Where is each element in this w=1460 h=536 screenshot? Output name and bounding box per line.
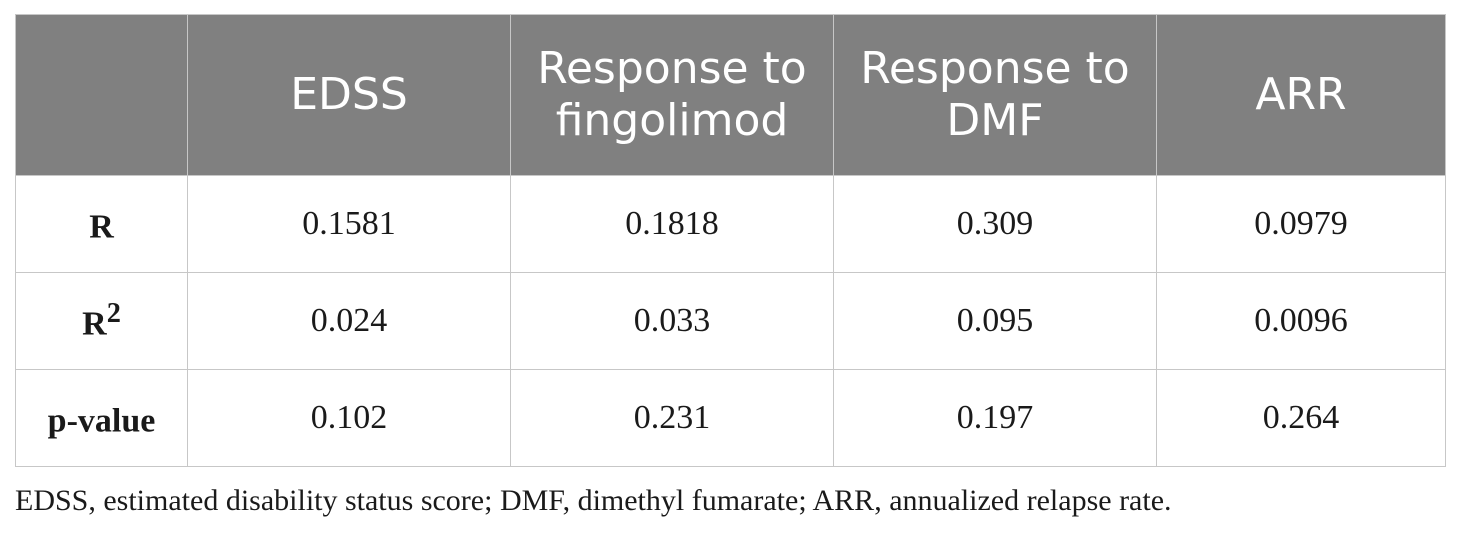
results-table-container: EDSS Response to fingolimod Response to … (15, 14, 1446, 467)
header-cell-empty (15, 14, 188, 176)
table-footnote: EDSS, estimated disability status score;… (15, 484, 1172, 517)
correlation-table: EDSS Response to fingolimod Response to … (15, 14, 1446, 467)
table-cell: 0.309 (833, 175, 1157, 273)
table-row: p-value 0.102 0.231 0.197 0.264 (15, 369, 1446, 467)
header-cell-fingolimod: Response to fingolimod (510, 14, 834, 176)
table-cell: 0.102 (187, 369, 511, 467)
superscript-2: 2 (106, 298, 121, 330)
row-label-r: R (15, 175, 188, 273)
table-row: R2 0.024 0.033 0.095 0.0096 (15, 272, 1446, 370)
row-label-r-squared: R2 (15, 272, 188, 370)
header-cell-edss: EDSS (187, 14, 511, 176)
row-label-p-value: p-value (15, 369, 188, 467)
table-cell: 0.264 (1156, 369, 1446, 467)
table-row: R 0.1581 0.1818 0.309 0.0979 (15, 175, 1446, 273)
table-cell: 0.197 (833, 369, 1157, 467)
table-cell: 0.231 (510, 369, 834, 467)
table-cell: 0.095 (833, 272, 1157, 370)
table-cell: 0.1818 (510, 175, 834, 273)
table-cell: 0.0979 (1156, 175, 1446, 273)
table-cell: 0.0096 (1156, 272, 1446, 370)
header-cell-arr: ARR (1156, 14, 1446, 176)
table-cell: 0.033 (510, 272, 834, 370)
header-cell-dmf: Response to DMF (833, 14, 1157, 176)
table-cell: 0.024 (187, 272, 511, 370)
header-row: EDSS Response to fingolimod Response to … (15, 14, 1446, 176)
table-cell: 0.1581 (187, 175, 511, 273)
